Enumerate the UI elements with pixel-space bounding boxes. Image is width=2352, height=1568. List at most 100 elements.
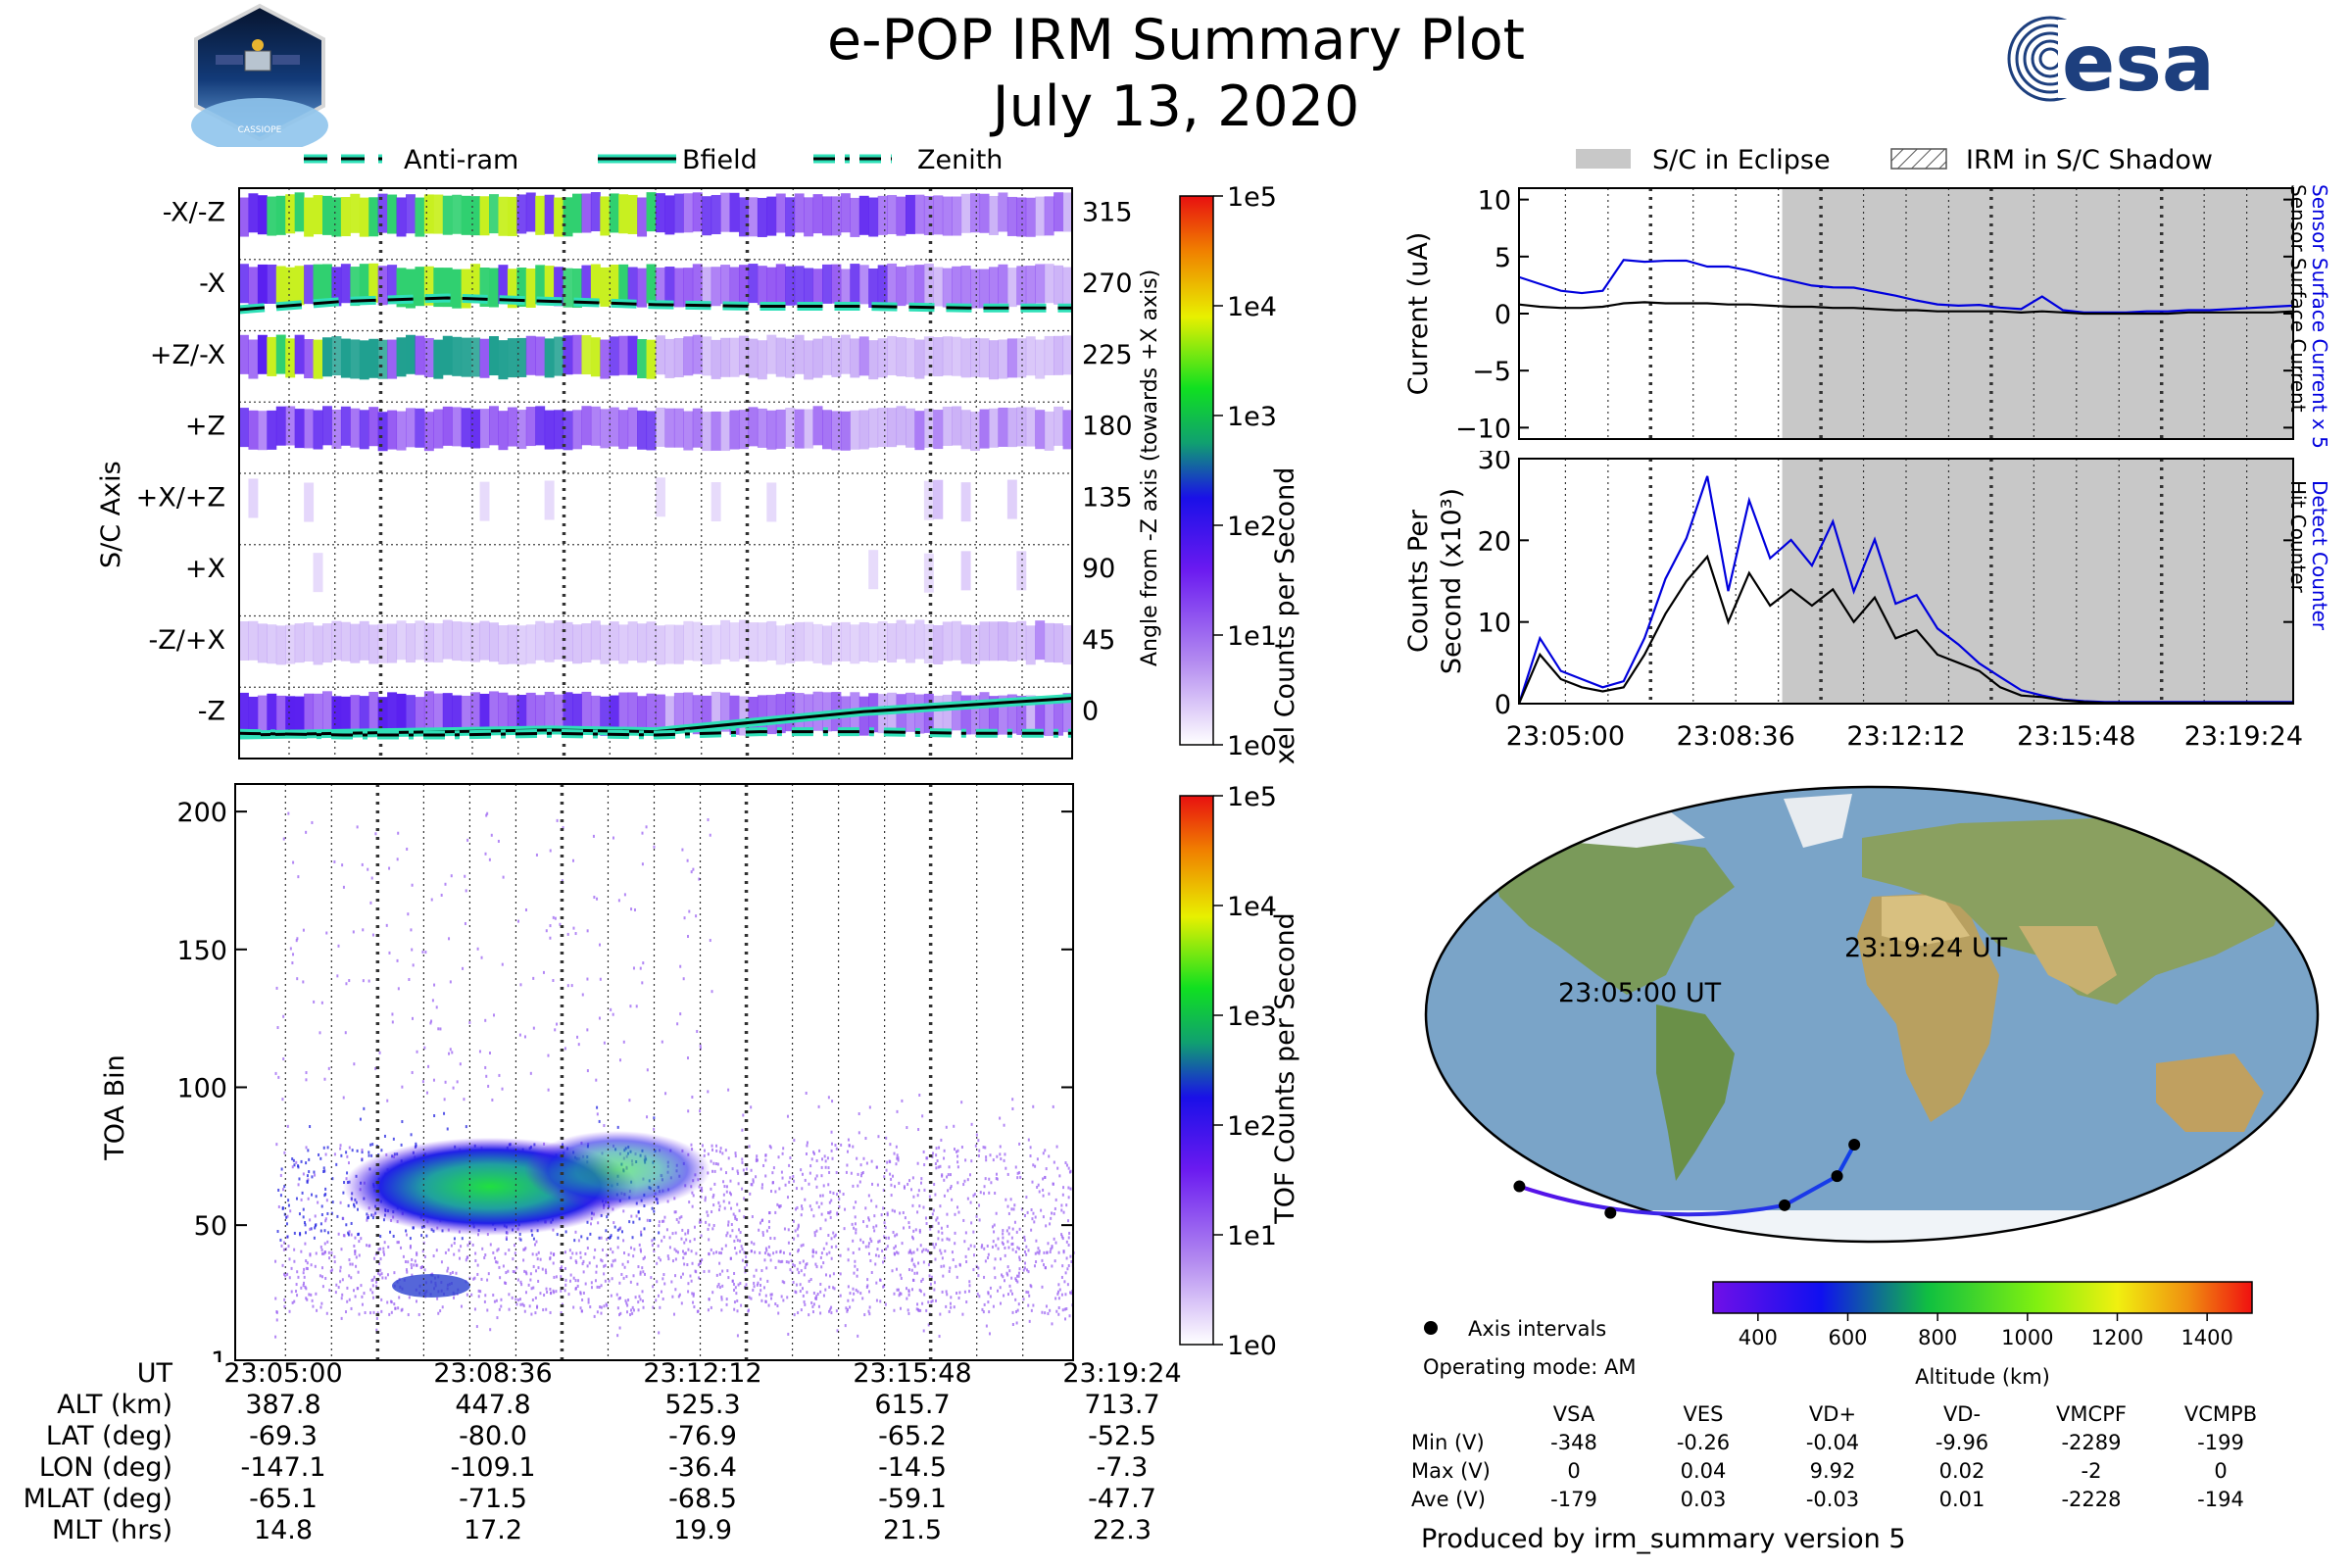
ephemeris-value: -36.4 <box>668 1451 737 1483</box>
ephemeris-value: 447.8 <box>455 1389 531 1420</box>
counts-right-label-blue: Detect Counter <box>2308 480 2331 631</box>
voltage-column-header: VCMPB <box>2183 1401 2258 1426</box>
ephemeris-label: MLT (hrs) <box>51 1514 172 1545</box>
sc-axis-tick: +Z/-X <box>150 340 225 370</box>
sc-axis-tick: -Z <box>198 697 225 727</box>
voltage-row: Max (V) 0 0.04 9.92 0.02 -2 0 <box>1411 1456 2285 1485</box>
voltage-row-label: Min (V) <box>1411 1430 1485 1454</box>
counts-panel: 30 20 10 023:05:00 23:08:36 23:12:12 23:15:48 2… <box>1403 451 2331 752</box>
angle-tick: 180 <box>1082 412 1133 442</box>
ephemeris-value: 17.2 <box>463 1514 523 1545</box>
voltage-value: -0.04 <box>1805 1430 1860 1454</box>
altitude-tick: 1000 <box>2001 1326 2053 1349</box>
voltage-value: -199 <box>2197 1430 2244 1454</box>
voltage-value: 0.02 <box>1938 1458 1985 1483</box>
angle-tick: 315 <box>1082 197 1133 227</box>
voltage-column-header: VES <box>1683 1401 1724 1426</box>
time-xtick: 23:08:36 <box>1677 721 1795 752</box>
ephemeris-value: -47.7 <box>1088 1483 1156 1514</box>
ephemeris-value: -71.5 <box>459 1483 527 1514</box>
axis-interval-marker <box>1604 1206 1617 1219</box>
series-line-sensor-surface-current-x-5 <box>1518 259 2294 314</box>
ephemeris-table: UT 23:05:00 23:08:36 23:12:12 23:15:48 23:19:… <box>0 1357 1227 1545</box>
ephemeris-label: LON (deg) <box>38 1451 172 1483</box>
pixel-colorbar-tick: 1e3 <box>1227 402 1277 432</box>
axis-interval-marker <box>1779 1199 1791 1211</box>
voltage-value: 0.01 <box>1938 1487 1985 1511</box>
ephemeris-value: -52.5 <box>1088 1420 1156 1451</box>
tof-colorbar-tick: 1e1 <box>1227 1221 1277 1251</box>
voltage-value: 0.04 <box>1680 1458 1727 1483</box>
angle-tick: 270 <box>1082 269 1133 299</box>
sc-axis-tick: -Z/+X <box>149 625 225 656</box>
altitude-tick: 600 <box>1828 1326 1867 1349</box>
axis-interval-marker <box>1831 1170 1843 1183</box>
axis-interval-marker <box>1848 1139 1861 1151</box>
altitude-tick: 1400 <box>2180 1326 2232 1349</box>
sc-axis-tick: +X <box>185 554 225 584</box>
voltage-row-label: Ave (V) <box>1411 1487 1486 1511</box>
toa-tick: 200 <box>176 798 227 828</box>
sc-axis-tick: +X/+Z <box>136 482 225 513</box>
toa-tick: 50 <box>194 1211 227 1242</box>
ephemeris-value: 23:08:36 <box>433 1357 553 1389</box>
ephemeris-row: UT 23:05:00 23:08:36 23:12:12 23:15:48 23:19:… <box>0 1357 1227 1389</box>
ephemeris-value: 615.7 <box>874 1389 951 1420</box>
sc-axis-tick: -X/-Z <box>163 197 225 227</box>
series-line-sensor-surface-current <box>1518 301 2294 316</box>
angle-line-zenith <box>238 730 1072 737</box>
footer-text: Produced by irm_summary version 5 <box>1421 1524 1906 1554</box>
voltage-value: 9.92 <box>1809 1458 1856 1483</box>
tof-colorbar <box>1179 795 1214 1346</box>
ephemeris-label: LAT (deg) <box>45 1420 172 1451</box>
altitude-colorbar-group: 400 600 800 1000 1200 1400 Altitude (km) <box>1712 1281 2253 1389</box>
ephemeris-row: LAT (deg) -69.3 -80.0 -76.9 -65.2 -52.5 <box>0 1420 1227 1451</box>
axis-intervals-text: Axis intervals <box>1468 1317 1606 1341</box>
axis-interval-dot-icon <box>1424 1321 1438 1335</box>
ephemeris-value: 23:05:00 <box>223 1357 343 1389</box>
mission-badge: CASSIOPE <box>191 3 328 147</box>
ephemeris-row: LON (deg) -147.1 -109.1 -36.4 -14.5 -7.3 <box>0 1451 1227 1483</box>
ephemeris-value: 525.3 <box>664 1389 741 1420</box>
ephemeris-value: -147.1 <box>240 1451 326 1483</box>
pixel-plot-frame <box>238 187 1073 760</box>
ephemeris-value: -65.2 <box>878 1420 947 1451</box>
line-panel-ytick: 20 <box>1478 526 1511 557</box>
voltage-value: -0.03 <box>1805 1487 1860 1511</box>
line-panel-ytick: 10 <box>1478 609 1511 639</box>
axis-intervals-legend: Axis intervals <box>1424 1317 1606 1341</box>
esa-logo-text: esa <box>2062 18 2215 108</box>
angle-line-anti-ram <box>238 296 1072 312</box>
sc-axis-label: S/C Axis <box>96 461 126 568</box>
voltage-value: -348 <box>1550 1430 1597 1454</box>
line-panel-ytick: 0 <box>1494 690 1511 720</box>
altitude-tick: 1200 <box>2091 1326 2143 1349</box>
voltage-value: 0 <box>1567 1458 1581 1483</box>
sc-axis-tick: +Z <box>185 412 225 442</box>
ephemeris-label: UT <box>136 1357 172 1389</box>
line-panel-ytick: 0 <box>1494 300 1511 330</box>
pixel-colorbar-tick: 1e1 <box>1227 621 1277 652</box>
altitude-tick: 800 <box>1918 1326 1957 1349</box>
toa-tick: 1 <box>211 1347 227 1362</box>
voltage-value: 0 <box>2214 1458 2228 1483</box>
satellite-icon <box>216 39 300 72</box>
tof-colorbar-tick: 1e2 <box>1227 1111 1277 1142</box>
ephemeris-value: 22.3 <box>1092 1514 1152 1545</box>
time-xtick: 23:15:48 <box>2017 721 2135 752</box>
current-ylabel: Current (uA) <box>1403 232 1434 396</box>
ephemeris-value: -65.1 <box>249 1483 318 1514</box>
esa-logo: esa <box>2007 16 2215 108</box>
legend-eclipse-text: S/C in Eclipse <box>1652 145 1831 175</box>
orbit-track <box>1518 1144 1856 1217</box>
legend-eclipse: S/C in Eclipse IRM in S/C Shadow <box>1576 145 2213 175</box>
angle-tick: 225 <box>1082 340 1133 370</box>
tof-colorbar-tick: 1e4 <box>1227 892 1277 922</box>
voltage-value: -9.96 <box>1935 1430 1989 1454</box>
pixel-colorbar-tick: 1e4 <box>1227 292 1277 322</box>
line-panel-ytick: 10 <box>1478 186 1511 217</box>
ephemeris-value: -7.3 <box>1096 1451 1149 1483</box>
voltage-column-header: VD- <box>1942 1401 1982 1426</box>
ephemeris-value: -76.9 <box>668 1420 737 1451</box>
